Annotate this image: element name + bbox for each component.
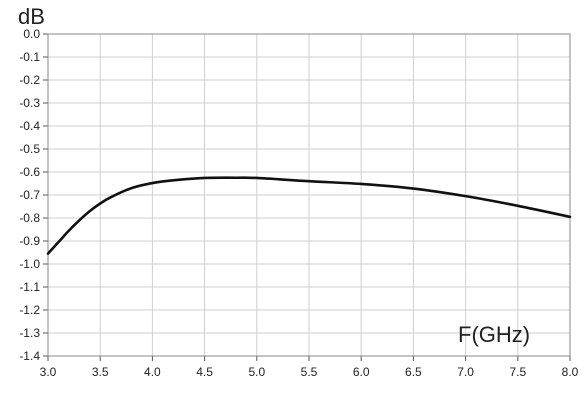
x-tick-label: 7.0 xyxy=(457,365,474,379)
x-tick-label: 3.0 xyxy=(40,365,57,379)
y-tick-label: -0.9 xyxy=(19,234,40,248)
x-tick-label: 3.5 xyxy=(92,365,109,379)
plot-frame xyxy=(47,33,571,357)
y-axis-label: dB xyxy=(18,4,45,29)
y-tick-label: -0.4 xyxy=(19,119,40,133)
y-tick-label: -1.3 xyxy=(19,326,40,340)
grid xyxy=(47,33,571,357)
series-layer xyxy=(46,176,572,255)
y-tick-label: -1.0 xyxy=(19,257,40,271)
x-tick-label: 5.5 xyxy=(301,365,318,379)
y-tick-label: -0.6 xyxy=(19,165,40,179)
x-axis-label: F(GHz) xyxy=(458,322,530,347)
y-tick-label: -0.8 xyxy=(19,211,40,225)
x-tick-label: 8.0 xyxy=(562,365,579,379)
tick-labels: 3.0 3.5 4.0 4.5 5.0 5.5 6.0 6.5 7.0 7.5 8.0 0.0 -0.1… xyxy=(19,27,578,379)
y-tick-label: -0.3 xyxy=(19,96,40,110)
y-tick-label: -1.1 xyxy=(19,280,40,294)
y-tick-label: 0.0 xyxy=(23,27,40,41)
series-line-0 xyxy=(46,176,572,255)
x-tick-label: 5.0 xyxy=(248,365,265,379)
y-tick-label: -0.5 xyxy=(19,142,40,156)
x-tick-label: 6.0 xyxy=(353,365,370,379)
x-tick-label: 6.5 xyxy=(405,365,422,379)
y-tick-label: -0.2 xyxy=(19,73,40,87)
x-tick-label: 4.5 xyxy=(196,365,213,379)
y-tick-label: -0.1 xyxy=(19,50,40,64)
x-tick-label: 7.5 xyxy=(509,365,526,379)
axes xyxy=(43,33,571,361)
x-tick-label: 4.0 xyxy=(144,365,161,379)
y-tick-label: -0.7 xyxy=(19,188,40,202)
y-tick-label: -1.4 xyxy=(19,349,40,363)
y-tick-label: -1.2 xyxy=(19,303,40,317)
